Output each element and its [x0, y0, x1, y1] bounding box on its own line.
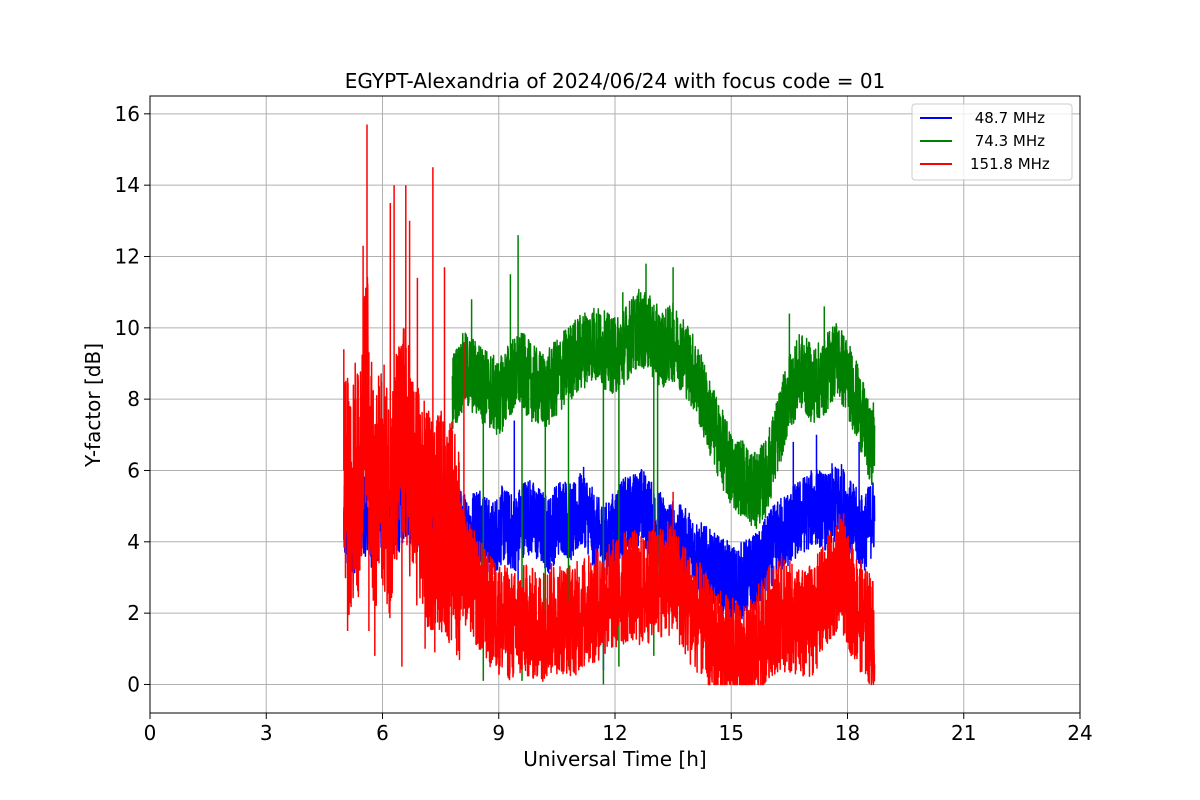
legend-entry-label: 74.3 MHz: [970, 132, 1045, 150]
x-tick-label: 21: [951, 721, 976, 745]
x-tick-label: 9: [492, 721, 505, 745]
data-layer: [343, 124, 876, 686]
y-tick-label: 16: [115, 102, 140, 126]
x-tick-label: 12: [602, 721, 627, 745]
y-axis-label: Y-factor [dB]: [81, 343, 105, 468]
x-tick-label: 6: [376, 721, 389, 745]
y-tick-label: 14: [115, 173, 140, 197]
y-tick-label: 0: [127, 672, 140, 696]
chart-title: EGYPT-Alexandria of 2024/06/24 with focu…: [345, 69, 886, 93]
x-tick-label: 0: [144, 721, 157, 745]
y-tick-label: 6: [127, 458, 140, 482]
x-tick-label: 3: [260, 721, 273, 745]
y-tick-label: 10: [115, 316, 140, 340]
y-tick-label: 8: [127, 387, 140, 411]
y-tick-label: 4: [127, 530, 140, 554]
y-tick-label: 12: [115, 244, 140, 268]
series-line: [343, 124, 876, 686]
legend-box: [911, 103, 1073, 181]
x-tick-label: 15: [719, 721, 744, 745]
x-axis-label: Universal Time [h]: [523, 747, 706, 771]
x-tick-label: 18: [835, 721, 860, 745]
legend-entry-label: 48.7 MHz: [970, 109, 1045, 127]
legend-entry-label: 151.8 MHz: [970, 155, 1050, 173]
x-tick-label: 24: [1067, 721, 1092, 745]
y-tick-label: 2: [127, 601, 140, 625]
series-line: [451, 235, 876, 685]
legend: 48.7 MHz 74.3 MHz 151.8 MHz: [911, 103, 1073, 181]
